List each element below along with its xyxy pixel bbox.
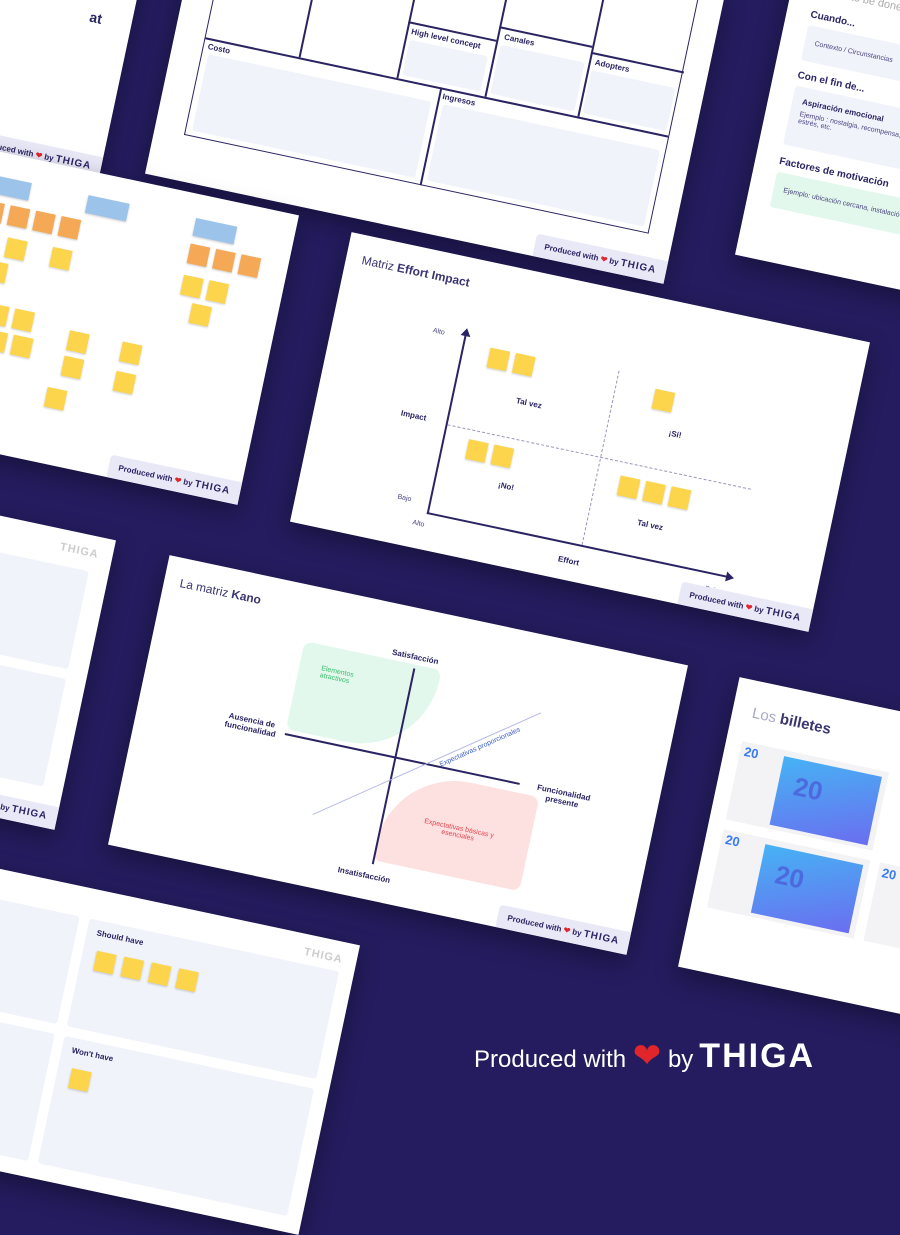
card-billetes: Los billetes 20 20 20 20 20 [678,677,900,1077]
card-kano: La matriz Kano Satisfacción Insatisfacci… [108,555,688,955]
ausencia-label: Ausencia de funcionalidad [223,711,277,740]
quadrant-label: ¡Sí! [667,428,683,441]
quadrant-label: Tal vez [515,396,543,411]
mid-dash-vertical [581,370,620,546]
circle-decoration [0,0,7,32]
quadrant-label: ¡No! [497,480,515,493]
card-mid-left: THIGA Produced with ❤ by THIGA [0,430,116,830]
produced-footer: Produced with ❤ by THIGA [0,779,60,830]
produced-footer: Produced with ❤ by THIGA [677,581,814,632]
y-high-label: Alto [432,327,446,337]
heart-icon: ❤ [173,475,183,486]
produced-footer: Produced with ❤ by THIGA [106,454,243,505]
jobs-header: to be done [849,0,900,14]
cell-canales: Canales [503,32,536,48]
proportional-label: Expectativas proporcionales [438,726,522,769]
funcionalidad-label: Funcionalidad presente [536,782,592,810]
heart-icon: ❤ [632,1037,662,1075]
card-moscow: THIGA Should have Won't have [0,835,360,1235]
quadrant-label: Tal vez [636,518,664,533]
thiga-logo: THIGA [58,541,100,561]
kano-title: La matriz Kano [178,576,263,607]
y-axis-label: Impact [400,408,428,423]
produced-by-thiga-logo: Produced with ❤ by THIGA [474,1037,816,1075]
arrow-right-icon [725,571,736,584]
effort-title: Matriz Effort Impact [360,253,472,290]
canvas-grid: High level concept Canales Costo Ingreso… [183,0,701,234]
y-axis [426,333,467,515]
x-axis-label: Effort [557,554,580,568]
x-origin-label: Alto [411,519,426,529]
y-low-label: Bajo [396,493,412,504]
billetes-title: Los billetes [750,704,833,739]
card-effort-impact: Matriz Effort Impact Alto Impact Bajo Al… [290,232,870,632]
banknote: 20 20 [706,829,871,939]
heart-icon: ❤ [562,925,572,936]
heart-icon: ❤ [599,254,609,265]
produced-footer: Produced with ❤ by THIGA [495,904,632,955]
card-jobs-to-be-done: to be done Cuando... Contexto / Circunst… [735,0,900,365]
insatisfaccion-label: Insatisfacción [336,865,392,885]
banknote: 20 [863,862,900,972]
heart-icon: ❤ [744,602,754,613]
card-top-left: ow at Produced with ❤ by THIGA [0,0,160,180]
arrow-up-icon [460,327,472,338]
thiga-logo: THIGA [302,946,344,966]
text-fragment: at [88,8,104,27]
cell-costo: Costo [206,42,231,56]
